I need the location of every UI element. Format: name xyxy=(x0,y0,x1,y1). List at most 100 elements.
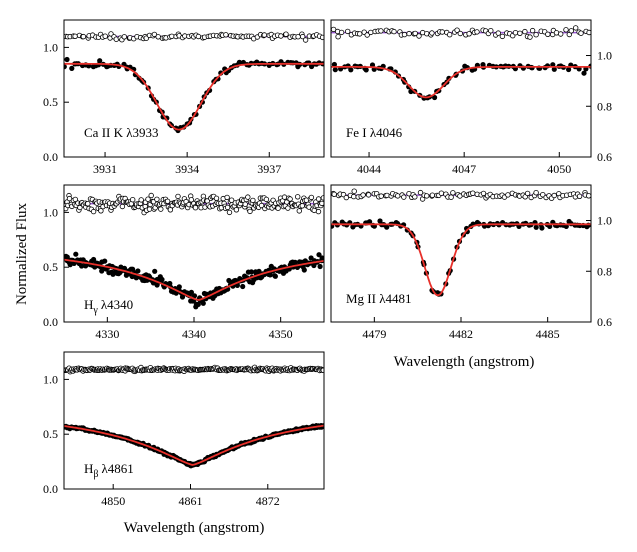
data-point xyxy=(64,254,70,260)
panel-hg-ytick-label: 0.5 xyxy=(43,260,58,274)
panel-hg-xtick-label: 4340 xyxy=(182,327,206,341)
panel-hb-plot: 4850 4861 4872 0.0 0.5 1.0 xyxy=(43,364,324,508)
residual-point xyxy=(320,195,324,201)
panel-fe-xtick-label: 4050 xyxy=(547,162,571,176)
residual-point xyxy=(250,197,256,204)
residual-point xyxy=(315,196,322,202)
residual-point xyxy=(72,33,78,39)
data-point xyxy=(236,59,242,65)
panel-hb-label-species: H xyxy=(84,461,93,476)
residual-point xyxy=(295,194,301,200)
panel-mg-ytick-label: 0.8 xyxy=(597,264,612,278)
residual-point xyxy=(319,200,324,207)
residual-point xyxy=(512,30,519,36)
residual-point xyxy=(529,27,536,34)
data-point xyxy=(152,268,158,274)
residual-point xyxy=(401,31,408,38)
data-point xyxy=(102,258,108,264)
data-point xyxy=(195,301,201,307)
panel-hg-ytick-label: 1.0 xyxy=(43,205,58,219)
data-point xyxy=(267,272,273,278)
panel-hg-label-subscript: γ xyxy=(92,305,98,316)
panel-mg-plot: 4479 4482 4485 0.6 0.8 1.0 xyxy=(331,188,612,341)
data-point xyxy=(200,300,206,306)
residual-point xyxy=(499,33,506,40)
panel-hb-xtick-label: 4861 xyxy=(178,494,202,508)
panel-mg-xtick-label: 4479 xyxy=(362,327,386,341)
data-point xyxy=(539,225,545,231)
residual-point xyxy=(119,203,126,210)
residual-point xyxy=(586,29,591,36)
panel-hb-frame xyxy=(63,351,325,490)
panel-hb-label-lambda: λ4861 xyxy=(101,461,133,476)
panel-hg-model-line xyxy=(64,258,324,301)
panel-hb-xtick-label: 4850 xyxy=(101,494,125,508)
panel-mg-ytick-label: 0.6 xyxy=(597,315,612,329)
data-point xyxy=(332,67,338,73)
residual-point xyxy=(351,193,357,200)
data-point xyxy=(176,284,182,290)
residual-point xyxy=(192,204,199,211)
residual-point xyxy=(331,191,337,197)
panel-hb-ytick-label: 0.0 xyxy=(43,482,58,496)
residual-point xyxy=(226,209,233,216)
residual-point xyxy=(287,196,293,202)
residual-point xyxy=(545,31,551,37)
residual-point xyxy=(308,194,315,201)
residual-point xyxy=(315,208,322,215)
panel-mg-xtick-label: 4482 xyxy=(449,327,473,341)
residual-point xyxy=(470,190,476,196)
residual-point xyxy=(158,206,164,212)
residual-point xyxy=(242,201,248,207)
data-point xyxy=(79,263,85,269)
residual-point xyxy=(417,189,424,196)
residual-point xyxy=(299,203,305,209)
residual-point xyxy=(72,196,78,203)
data-point xyxy=(226,277,232,284)
data-point xyxy=(248,269,254,275)
residual-point xyxy=(480,190,487,197)
panel-hb-series xyxy=(64,364,324,469)
residual-point xyxy=(145,196,151,202)
panel-mg-frame xyxy=(330,184,592,323)
residual-point xyxy=(300,33,306,40)
residual-point xyxy=(319,34,324,41)
panel-fe-xtick-label: 4047 xyxy=(452,162,476,176)
data-point xyxy=(240,283,246,290)
panel-hg-label: Hγ λ4340 xyxy=(84,297,133,316)
residual-point xyxy=(576,193,583,199)
panel-hb-model-line xyxy=(64,424,324,466)
residual-point xyxy=(213,195,220,201)
residual-point xyxy=(233,207,240,213)
data-point xyxy=(348,67,354,73)
panel-mg-ii: 4479 4482 4485 0.6 0.8 1.0 Mg II λ4481 xyxy=(330,184,612,341)
data-point xyxy=(533,224,539,230)
residual-point xyxy=(573,25,579,31)
residual-point xyxy=(368,29,374,36)
residual-point xyxy=(517,30,523,36)
panel-hg-ytick-label: 0.0 xyxy=(43,315,58,329)
data-point xyxy=(317,263,323,270)
residual-point xyxy=(188,197,194,203)
residual-point xyxy=(102,33,108,39)
data-point xyxy=(551,66,557,72)
residual-point xyxy=(401,194,407,200)
panel-hb-label: Hβ λ4861 xyxy=(84,461,134,480)
residual-point xyxy=(195,33,202,40)
residual-point xyxy=(429,192,436,198)
panel-mg-xtick-label: 4485 xyxy=(536,327,560,341)
residual-point xyxy=(488,28,494,34)
residual-point xyxy=(563,27,569,33)
residual-point xyxy=(154,196,160,202)
residual-point xyxy=(412,30,418,37)
residual-point xyxy=(80,33,87,40)
panel-ca-xtick-label: 3934 xyxy=(175,162,199,176)
data-point xyxy=(292,259,298,265)
panel-fe-model-line xyxy=(331,66,591,99)
residual-point xyxy=(343,194,349,201)
panel-fe-label: Fe I λ4046 xyxy=(346,125,403,140)
data-point xyxy=(64,56,70,63)
panel-ca-label: Ca II K λ3933 xyxy=(84,125,159,140)
residual-point xyxy=(360,192,366,198)
residual-point xyxy=(357,31,363,37)
